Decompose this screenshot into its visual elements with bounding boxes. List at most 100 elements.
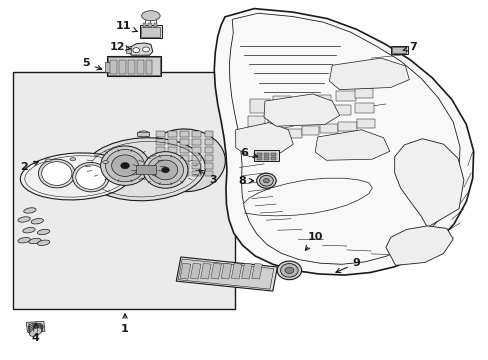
Bar	[264, 153, 268, 156]
Bar	[250, 99, 269, 113]
Ellipse shape	[29, 238, 41, 244]
Bar	[156, 131, 164, 137]
Bar	[180, 155, 188, 161]
Bar	[154, 23, 157, 27]
Bar	[204, 155, 213, 161]
Ellipse shape	[277, 261, 301, 280]
Text: 9: 9	[335, 258, 360, 273]
Bar	[156, 139, 164, 145]
Bar	[145, 59, 152, 74]
Bar	[335, 91, 355, 101]
Bar	[192, 131, 201, 137]
Text: 1: 1	[121, 314, 129, 334]
Ellipse shape	[38, 229, 50, 235]
Ellipse shape	[83, 138, 205, 201]
Bar	[167, 163, 176, 168]
Bar	[256, 153, 261, 156]
Bar	[248, 116, 265, 127]
Bar	[250, 134, 265, 142]
Ellipse shape	[28, 323, 43, 329]
Bar	[143, 23, 146, 27]
Bar	[156, 163, 164, 168]
Bar	[204, 163, 213, 168]
Bar	[148, 23, 152, 27]
Bar	[254, 150, 278, 161]
Ellipse shape	[263, 179, 269, 183]
Ellipse shape	[70, 158, 76, 161]
Text: 3: 3	[199, 170, 216, 185]
Bar	[136, 165, 156, 174]
Ellipse shape	[41, 162, 72, 185]
Ellipse shape	[285, 267, 293, 274]
Ellipse shape	[23, 228, 35, 233]
Bar	[204, 147, 213, 153]
Bar	[107, 56, 160, 76]
Ellipse shape	[72, 162, 109, 192]
Ellipse shape	[259, 175, 273, 186]
Bar	[204, 131, 213, 137]
Polygon shape	[394, 139, 463, 227]
Ellipse shape	[20, 153, 132, 200]
Bar	[337, 122, 356, 131]
Bar	[390, 45, 407, 54]
Bar	[293, 98, 312, 108]
Bar	[190, 264, 201, 279]
Bar	[302, 126, 319, 135]
Bar	[391, 47, 405, 53]
Bar	[167, 139, 176, 145]
Bar	[266, 132, 284, 140]
Bar	[126, 46, 131, 53]
Bar	[311, 109, 330, 120]
Bar	[192, 155, 201, 161]
Text: 10: 10	[305, 232, 322, 250]
Ellipse shape	[144, 129, 225, 192]
Bar	[272, 96, 291, 109]
Polygon shape	[235, 123, 293, 157]
Bar	[180, 131, 188, 137]
Polygon shape	[129, 43, 153, 55]
Bar	[137, 132, 149, 136]
Bar	[354, 103, 373, 113]
Ellipse shape	[133, 48, 140, 53]
Bar	[110, 59, 117, 74]
Ellipse shape	[256, 173, 276, 188]
Ellipse shape	[153, 160, 177, 180]
Polygon shape	[214, 9, 473, 275]
Bar	[256, 157, 261, 160]
Polygon shape	[385, 226, 452, 265]
Ellipse shape	[29, 326, 43, 333]
Ellipse shape	[142, 47, 149, 52]
Bar	[192, 163, 201, 168]
Ellipse shape	[24, 208, 36, 213]
Ellipse shape	[105, 149, 144, 182]
Ellipse shape	[280, 264, 298, 277]
Bar	[204, 171, 213, 176]
Bar	[231, 264, 242, 279]
Ellipse shape	[161, 167, 169, 173]
Bar	[221, 264, 231, 279]
Bar	[180, 171, 188, 176]
Bar	[156, 171, 164, 176]
Bar	[167, 131, 176, 137]
Polygon shape	[264, 94, 339, 126]
Bar	[356, 119, 374, 128]
Polygon shape	[329, 58, 408, 90]
Text: 5: 5	[82, 58, 102, 70]
Bar	[105, 62, 110, 72]
Bar	[180, 163, 188, 168]
Bar	[192, 147, 201, 153]
Bar	[140, 25, 161, 39]
Bar	[156, 147, 164, 153]
Ellipse shape	[143, 152, 187, 188]
Bar	[180, 264, 190, 279]
Bar	[141, 27, 159, 37]
Text: 2: 2	[20, 161, 39, 172]
Ellipse shape	[18, 217, 30, 222]
Ellipse shape	[28, 324, 43, 331]
Ellipse shape	[38, 240, 50, 246]
Ellipse shape	[121, 162, 129, 169]
Text: 4: 4	[32, 323, 40, 343]
Bar	[26, 321, 45, 332]
Bar	[354, 88, 372, 98]
Bar	[176, 257, 277, 291]
